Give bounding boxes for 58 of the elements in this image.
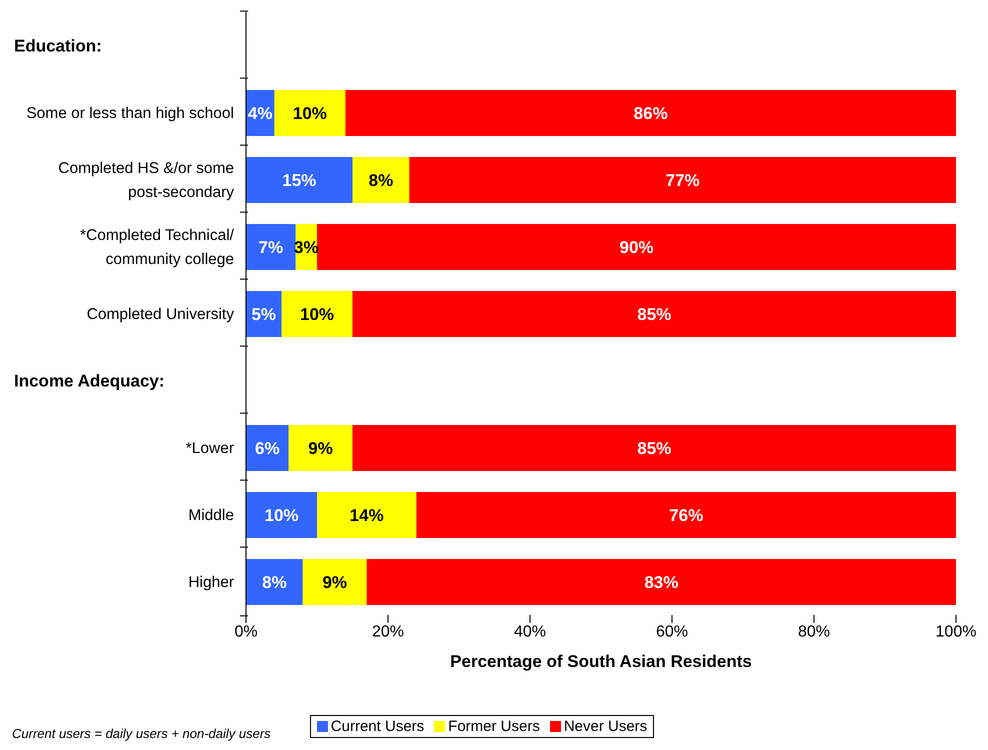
x-tick-label: 40% bbox=[514, 623, 546, 640]
bar bbox=[246, 492, 317, 538]
y-tick-label: Completed University bbox=[86, 306, 234, 323]
data-label: 86% bbox=[634, 104, 668, 123]
bar bbox=[317, 224, 956, 270]
data-label: 10% bbox=[292, 104, 327, 123]
y-tick-label: *Completed Technical/ community college bbox=[80, 226, 235, 268]
data-label: 6% bbox=[255, 438, 280, 458]
x-tick-label: 60% bbox=[656, 623, 688, 640]
data-label: 10% bbox=[300, 304, 334, 324]
data-label: 83% bbox=[644, 572, 678, 592]
data-label: 76% bbox=[669, 506, 704, 525]
text: Education: bbox=[14, 36, 102, 56]
legend-label: Former Users bbox=[447, 718, 540, 735]
bar bbox=[274, 90, 346, 136]
bar bbox=[246, 224, 296, 270]
data-label: 10% bbox=[264, 506, 299, 525]
y-tick-label: Middle bbox=[188, 506, 234, 524]
x-tick-label: 100% bbox=[936, 623, 976, 640]
bar bbox=[317, 492, 416, 538]
data-label: 90% bbox=[619, 238, 654, 257]
text: Current users = daily users + non-daily users bbox=[12, 726, 271, 741]
y-tick-label: *Lower bbox=[186, 440, 234, 457]
data-label: 77% bbox=[666, 170, 700, 190]
y-tick-label: Completed HS &/or some post-secondary bbox=[58, 160, 234, 201]
bar bbox=[416, 492, 956, 538]
x-tick-label: 20% bbox=[372, 623, 404, 640]
data-label: 5% bbox=[251, 304, 276, 324]
bar bbox=[345, 90, 956, 136]
y-tick-label: Some or less than high school bbox=[26, 104, 234, 122]
bar bbox=[282, 291, 352, 337]
bar bbox=[352, 291, 956, 337]
data-label: 9% bbox=[308, 438, 333, 458]
legend-label: Never Users bbox=[562, 718, 648, 735]
x-axis-title: Percentage of South Asian Residents bbox=[450, 652, 752, 671]
bar bbox=[302, 559, 367, 605]
data-label: 14% bbox=[350, 506, 384, 525]
x-tick-label: 80% bbox=[798, 623, 830, 640]
bar bbox=[246, 425, 289, 471]
data-label: 8% bbox=[368, 170, 394, 190]
bar bbox=[366, 559, 956, 605]
data-label: 7% bbox=[258, 238, 284, 257]
data-label: 85% bbox=[637, 304, 672, 324]
text: Income Adequacy: bbox=[14, 371, 165, 390]
data-label: 4% bbox=[248, 104, 272, 123]
data-label: 8% bbox=[262, 572, 287, 592]
bar bbox=[352, 425, 956, 471]
bar bbox=[352, 157, 410, 203]
x-tick-label: 0% bbox=[234, 623, 258, 640]
bar bbox=[246, 157, 352, 203]
y-tick-label: Higher bbox=[188, 574, 234, 591]
bar bbox=[288, 425, 352, 471]
data-label: 9% bbox=[322, 572, 348, 592]
legend-label: Current Users bbox=[330, 718, 424, 735]
bar bbox=[246, 559, 303, 605]
data-label: 85% bbox=[637, 438, 672, 458]
bar bbox=[409, 157, 956, 203]
data-label: 15% bbox=[282, 170, 316, 190]
